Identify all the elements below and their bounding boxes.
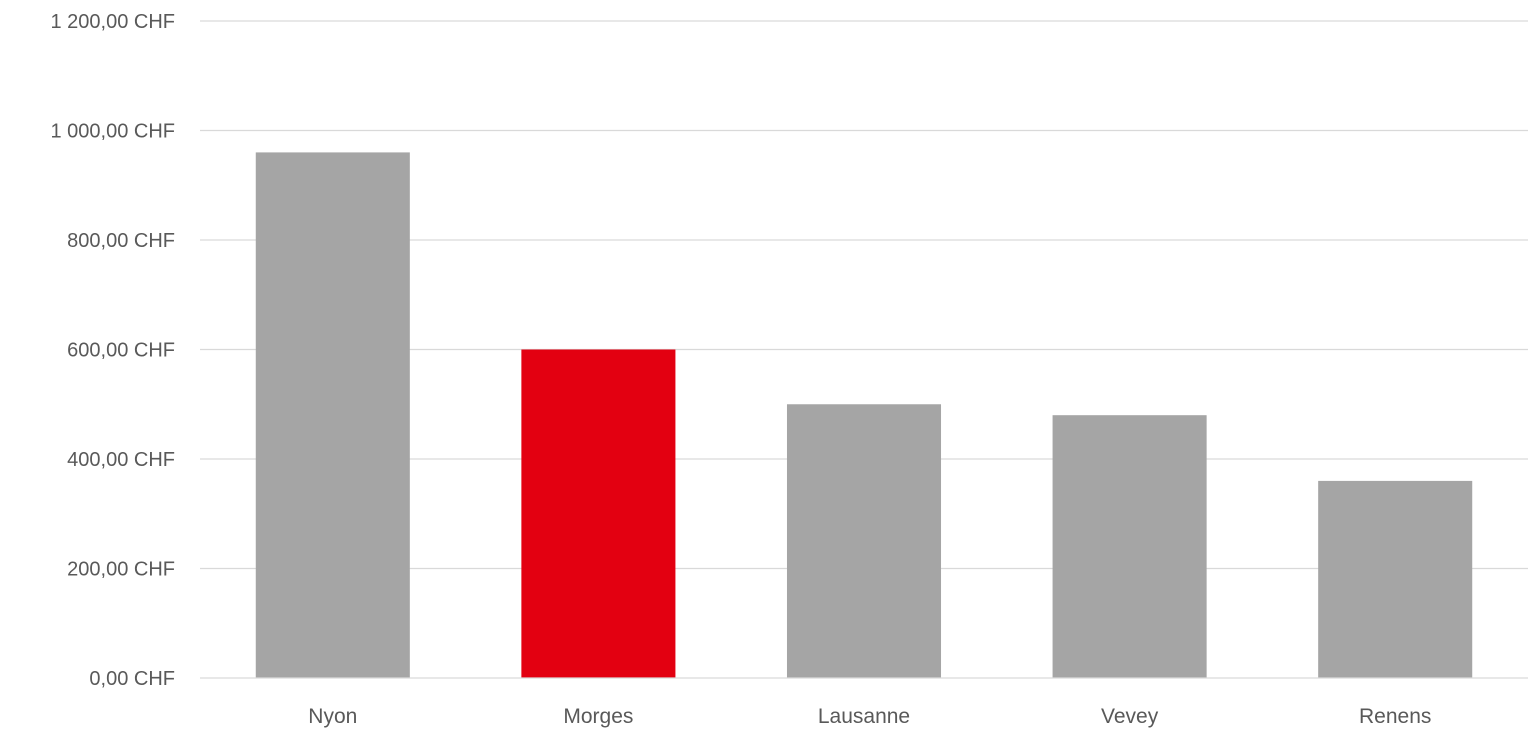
y-tick-label: 200,00 CHF [67, 559, 175, 581]
bar-renens [1318, 480, 1473, 678]
x-axis-category-labels: Nyon Morges Lausanne Vevey Renens [308, 705, 1431, 728]
x-tick-label: Renens [1359, 705, 1431, 728]
x-tick-label: Nyon [308, 705, 357, 728]
x-tick-label: Vevey [1101, 705, 1159, 728]
x-tick-label: Morges [563, 705, 633, 728]
bar-lausanne [786, 404, 942, 678]
y-tick-label: 400,00 CHF [67, 449, 175, 471]
y-tick-label: 0,00 CHF [89, 668, 175, 690]
y-axis-tick-labels: 0,00 CHF 200,00 CHF 400,00 CHF 600,00 CHF 80… [50, 11, 175, 690]
y-tick-label: 1 200,00 CHF [50, 11, 175, 33]
x-tick-label: Lausanne [818, 705, 910, 728]
y-tick-label: 800,00 CHF [67, 230, 175, 252]
bar-nyon [255, 152, 410, 678]
y-tick-label: 600,00 CHF [67, 340, 175, 362]
y-tick-label: 1 000,00 CHF [50, 121, 175, 143]
bar-morges [521, 349, 676, 678]
gridlines [200, 20, 1528, 570]
bar-vevey [1052, 415, 1207, 678]
bars [255, 152, 1473, 678]
